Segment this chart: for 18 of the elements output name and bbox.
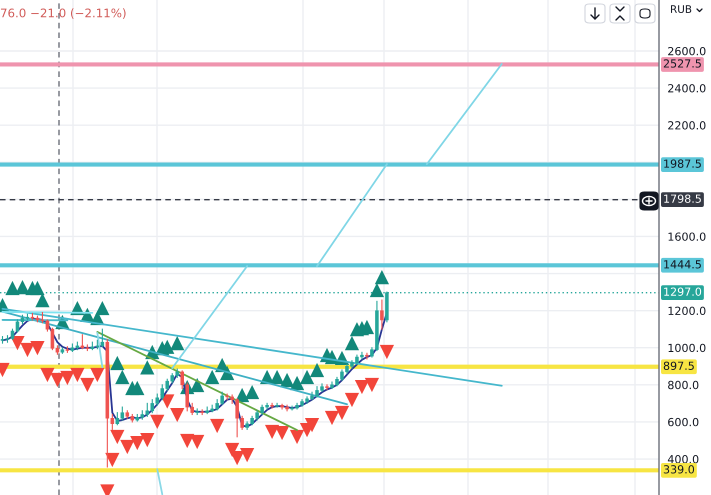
ref-line-label: 1444.5 <box>664 260 701 269</box>
ref-line-label: 339.0 <box>664 465 694 474</box>
ref-line-label: 1798.5 <box>664 194 701 203</box>
y-tick-label: 1000.0 <box>668 344 706 352</box>
y-tick-label: 600.0 <box>668 418 698 426</box>
y-tick-label: 400.0 <box>668 454 698 464</box>
y-axis-title: RUB <box>671 5 692 14</box>
y-tick-label: 1200.0 <box>668 306 706 316</box>
ref-line-label: 1987.5 <box>664 159 701 168</box>
annotation: 76.0 −21.0 (−2.11%) <box>0 8 126 19</box>
ref-line-label: 2527.5 <box>664 59 701 68</box>
y-tick-label: 2600.0 <box>668 46 706 56</box>
ref-line-label: 1297.0 <box>664 287 702 296</box>
y-tick-label: 2400.0 <box>668 84 706 92</box>
y-tick-label: 1600.0 <box>668 232 706 241</box>
y-tick-label: 2200.0 <box>668 121 706 130</box>
ref-line-label: 897.5 <box>664 362 694 370</box>
y-tick-label: 800.0 <box>668 380 698 390</box>
